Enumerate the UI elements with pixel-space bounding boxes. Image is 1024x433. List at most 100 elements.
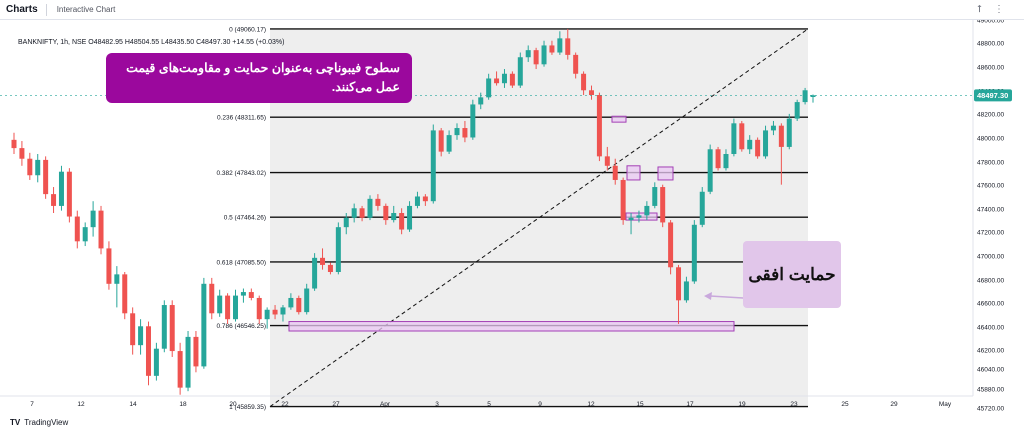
more-icon[interactable]: ⋮: [994, 4, 1004, 15]
candle-body: [770, 125, 776, 131]
candle-body: [747, 139, 753, 150]
candle-body: [628, 217, 634, 221]
x-tick-label: 14: [129, 401, 137, 408]
candle-body: [19, 148, 25, 159]
candle-body: [130, 313, 136, 346]
y-tick-label: 49000.00: [977, 20, 1004, 25]
annotation-main: سطوح فیبوناچی به‌عنوان حمایت و مقاومت‌ها…: [106, 53, 412, 103]
y-tick-label: 45720.00: [977, 406, 1004, 413]
candle-body: [51, 194, 57, 206]
candle-body: [652, 187, 658, 206]
candle-body: [707, 149, 713, 192]
candle-body: [668, 222, 674, 268]
candle-body: [636, 215, 642, 218]
candle-body: [43, 159, 49, 195]
candle-body: [11, 139, 17, 149]
candle-body: [312, 257, 318, 289]
candle-body: [565, 38, 571, 55]
candle-body: [573, 54, 579, 74]
candle-body: [58, 171, 64, 206]
fib-level-label: 0.618 (47085.50): [216, 259, 266, 266]
top-bar: Charts Interactive Chart ⭡ ⋮: [0, 0, 1024, 20]
y-tick-label: 45880.00: [977, 387, 1004, 394]
x-tick-label: 12: [77, 401, 85, 408]
candle-body: [391, 213, 397, 221]
candle-body: [517, 57, 523, 86]
candle-body: [501, 73, 507, 84]
candle-body: [731, 123, 737, 154]
candle-body: [533, 50, 539, 65]
candle-body: [723, 154, 729, 169]
candle-body: [272, 309, 278, 315]
candle-body: [233, 295, 239, 320]
candle-body: [264, 309, 270, 320]
candle-body: [739, 123, 745, 150]
candle-body: [35, 159, 41, 176]
candle-body: [343, 217, 349, 228]
y-tick-label: 47200.00: [977, 230, 1004, 237]
fib-level-label: 1 (45859.35): [229, 404, 266, 411]
x-tick-label: 29: [890, 401, 898, 408]
candle-body: [581, 73, 587, 91]
last-price-tag: [974, 89, 1012, 102]
y-tick-label: 48600.00: [977, 65, 1004, 72]
candle-body: [225, 295, 231, 320]
candle-body: [90, 210, 96, 228]
candle-body: [430, 130, 436, 202]
candle-body: [375, 198, 381, 206]
highlight-zone: [626, 165, 641, 181]
candle-body: [217, 295, 223, 314]
candle-body: [422, 196, 428, 202]
x-tick-label: 23: [790, 401, 798, 408]
candle-body: [359, 208, 365, 218]
chart-canvas[interactable]: 0 (49060.17) 0.236 (48311.65) 0.382 (47843…: [0, 20, 1024, 413]
candle-body: [699, 191, 705, 225]
candle-body: [802, 90, 808, 103]
brand-label[interactable]: Charts: [6, 4, 38, 15]
x-tick-label: 18: [179, 401, 187, 408]
tradingview-logo-icon: TV: [10, 418, 21, 427]
candle-body: [138, 326, 144, 346]
tradingview-label[interactable]: TradingView: [24, 418, 69, 427]
y-tick-label: 48200.00: [977, 112, 1004, 119]
x-tick-label: 9: [538, 401, 542, 408]
x-tick-label: 7: [30, 401, 34, 408]
x-tick-label: 3: [435, 401, 439, 408]
candle-body: [240, 292, 246, 296]
candle-body: [185, 336, 191, 388]
candle-body: [604, 156, 610, 166]
candle-body: [66, 171, 72, 217]
candle-body: [612, 165, 618, 180]
candle-body: [541, 45, 547, 65]
candle-body: [778, 125, 784, 147]
candle-body: [327, 264, 333, 272]
x-tick-label: 20: [229, 401, 237, 408]
candle-body: [525, 50, 531, 58]
highlight-zone: [625, 212, 658, 221]
x-tick-label: 17: [686, 401, 694, 408]
candle-body: [786, 118, 792, 147]
x-tick-label: 19: [738, 401, 746, 408]
candle-body: [351, 208, 357, 218]
candle-body: [644, 205, 650, 216]
highlight-zone: [288, 321, 735, 332]
x-tick-label: 25: [841, 401, 849, 408]
x-tick-label: 22: [281, 401, 289, 408]
candle-body: [209, 283, 215, 314]
y-tick-label: 48800.00: [977, 41, 1004, 48]
candle-body: [676, 267, 682, 301]
candle-body: [27, 158, 33, 176]
candle-body: [715, 149, 721, 169]
candle-body: [122, 274, 128, 314]
fib-level-label: 0.236 (48311.65): [217, 115, 266, 122]
y-tick-label: 46200.00: [977, 348, 1004, 355]
candle-body: [367, 198, 373, 218]
y-tick-label: 46040.00: [977, 367, 1004, 374]
candle-body: [596, 95, 602, 157]
share-icon[interactable]: ⭡: [977, 4, 982, 15]
fib-level-label: 0.786 (46546.25): [216, 323, 266, 330]
candle-body: [494, 78, 500, 84]
candle-body: [193, 336, 199, 367]
subtitle: Interactive Chart: [56, 5, 116, 14]
candle-body: [470, 104, 476, 138]
